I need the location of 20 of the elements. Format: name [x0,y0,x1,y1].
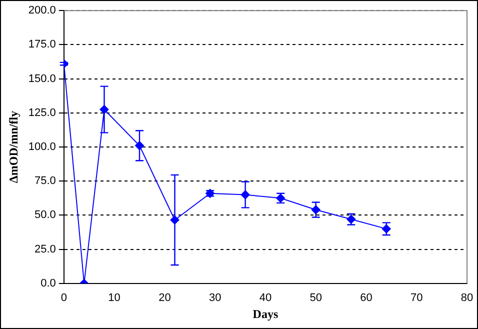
y-tick-label: 200.0 [28,4,56,17]
y-tick-label: 150.0 [28,72,56,85]
x-tick-label: 80 [460,292,474,304]
x-tick-label: 40 [259,292,272,304]
y-tick-label: 25.0 [34,243,56,256]
x-tick-label: 50 [310,292,322,304]
y-tick-label: 175.0 [28,38,56,51]
x-tick-label: 0 [60,292,67,304]
x-tick-label: 20 [158,292,171,304]
x-tick-label: 60 [360,292,372,304]
y-tick-label: 0.0 [40,277,56,290]
y-axis-title: ΔmOD/mn/fly [6,110,20,184]
x-tick-label: 30 [208,292,222,304]
x-tick-label: 10 [108,292,120,304]
y-tick-label: 125.0 [28,106,56,119]
x-axis-title: Days [252,306,278,321]
x-tick-label: 70 [410,292,423,304]
y-tick-label: 75.0 [34,175,56,188]
y-tick-label: 50.0 [34,209,56,222]
y-tick-label: 100.0 [28,141,56,154]
